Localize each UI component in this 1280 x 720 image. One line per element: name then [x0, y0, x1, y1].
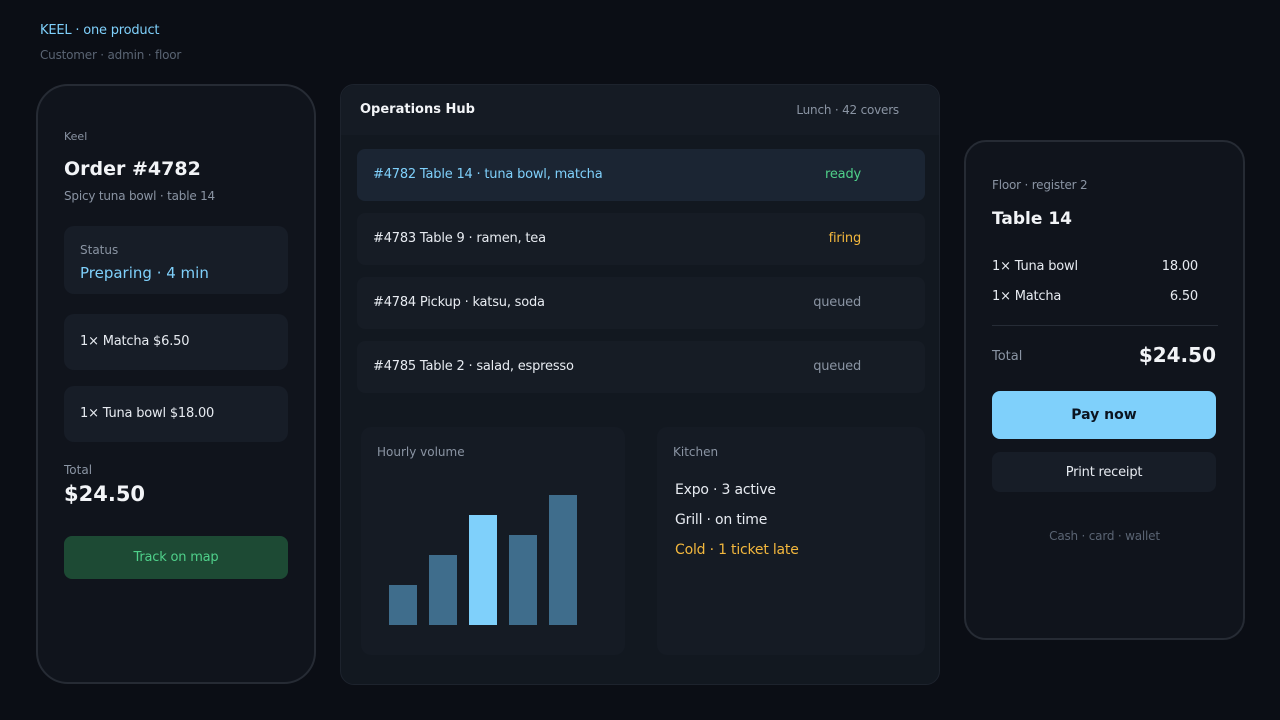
- order-subtitle: Spicy tuna bowl · table 14: [64, 189, 215, 203]
- order-row[interactable]: #4783 Table 9 · ramen, tea firing: [357, 213, 925, 265]
- order-status: firing: [828, 231, 862, 246]
- line-item-name: 1× Matcha: [992, 289, 1062, 304]
- pay-now-button[interactable]: Pay now: [992, 391, 1216, 439]
- divider: [992, 325, 1218, 326]
- order-status: ready: [825, 167, 861, 182]
- hub-header: Operations Hub Lunch · 42 covers: [341, 85, 939, 135]
- register-total-label: Total: [992, 349, 1023, 364]
- order-item[interactable]: 1× Tuna bowl $18.00: [64, 386, 288, 442]
- hourly-volume-panel: Hourly volume: [361, 427, 625, 655]
- hourly-volume-chart: [389, 495, 577, 625]
- kitchen-panel: Kitchen Expo · 3 active Grill · on time …: [657, 427, 925, 655]
- chart-bar: [549, 495, 577, 625]
- print-receipt-button[interactable]: Print receipt: [992, 452, 1216, 492]
- status-card: Status Preparing · 4 min: [64, 226, 288, 294]
- register-label: Floor · register 2: [992, 178, 1088, 192]
- total-value: $24.50: [64, 482, 146, 506]
- brand-title: KEEL · one product: [40, 23, 160, 38]
- order-row[interactable]: #4785 Table 2 · salad, espresso queued: [357, 341, 925, 393]
- kitchen-station: Grill · on time: [675, 512, 768, 528]
- order-row[interactable]: #4782 Table 14 · tuna bowl, matcha ready: [357, 149, 925, 201]
- order-item-label: 1× Tuna bowl $18.00: [80, 406, 215, 421]
- status-label: Status: [80, 243, 119, 257]
- hub-meta: Lunch · 42 covers: [796, 103, 899, 117]
- line-item-price: 6.50: [1169, 289, 1198, 304]
- operations-hub: Operations Hub Lunch · 42 covers #4782 T…: [340, 84, 940, 685]
- payment-methods: Cash · card · wallet: [1049, 529, 1160, 543]
- kitchen-title: Kitchen: [673, 445, 719, 459]
- register-line-item: 1× Tuna bowl 18.00: [992, 259, 1198, 274]
- order-item-label: 1× Matcha $6.50: [80, 334, 190, 349]
- brand-subtitle: Customer · admin · floor: [40, 48, 182, 62]
- chart-bar: [429, 555, 457, 625]
- line-item-name: 1× Tuna bowl: [992, 259, 1078, 274]
- order-row-text: #4785 Table 2 · salad, espresso: [373, 359, 574, 374]
- kitchen-station: Expo · 3 active: [675, 482, 776, 498]
- customer-phone: Keel Order #4782 Spicy tuna bowl · table…: [36, 84, 316, 684]
- order-status: queued: [813, 359, 861, 374]
- line-item-price: 18.00: [1161, 259, 1198, 274]
- order-row[interactable]: #4784 Pickup · katsu, soda queued: [357, 277, 925, 329]
- register-total-value: $24.50: [1138, 343, 1216, 367]
- chart-bar: [509, 535, 537, 625]
- floor-register: Floor · register 2 Table 14 1× Tuna bowl…: [964, 140, 1245, 640]
- register-title: Table 14: [992, 209, 1072, 229]
- status-value: Preparing · 4 min: [80, 264, 209, 282]
- chart-title: Hourly volume: [377, 445, 465, 459]
- order-row-text: #4782 Table 14 · tuna bowl, matcha: [373, 167, 603, 182]
- order-status: queued: [813, 295, 861, 310]
- order-item[interactable]: 1× Matcha $6.50: [64, 314, 288, 370]
- order-title: Order #4782: [64, 158, 201, 180]
- order-row-text: #4784 Pickup · katsu, soda: [373, 295, 545, 310]
- chart-bar: [389, 585, 417, 625]
- chart-bar: [469, 515, 497, 625]
- track-on-map-button[interactable]: Track on map: [64, 536, 288, 579]
- order-row-text: #4783 Table 9 · ramen, tea: [373, 231, 546, 246]
- hub-title: Operations Hub: [360, 102, 475, 117]
- app-name: Keel: [64, 130, 88, 143]
- total-label: Total: [64, 463, 93, 477]
- register-line-item: 1× Matcha 6.50: [992, 289, 1198, 304]
- kitchen-station-late: Cold · 1 ticket late: [675, 542, 799, 558]
